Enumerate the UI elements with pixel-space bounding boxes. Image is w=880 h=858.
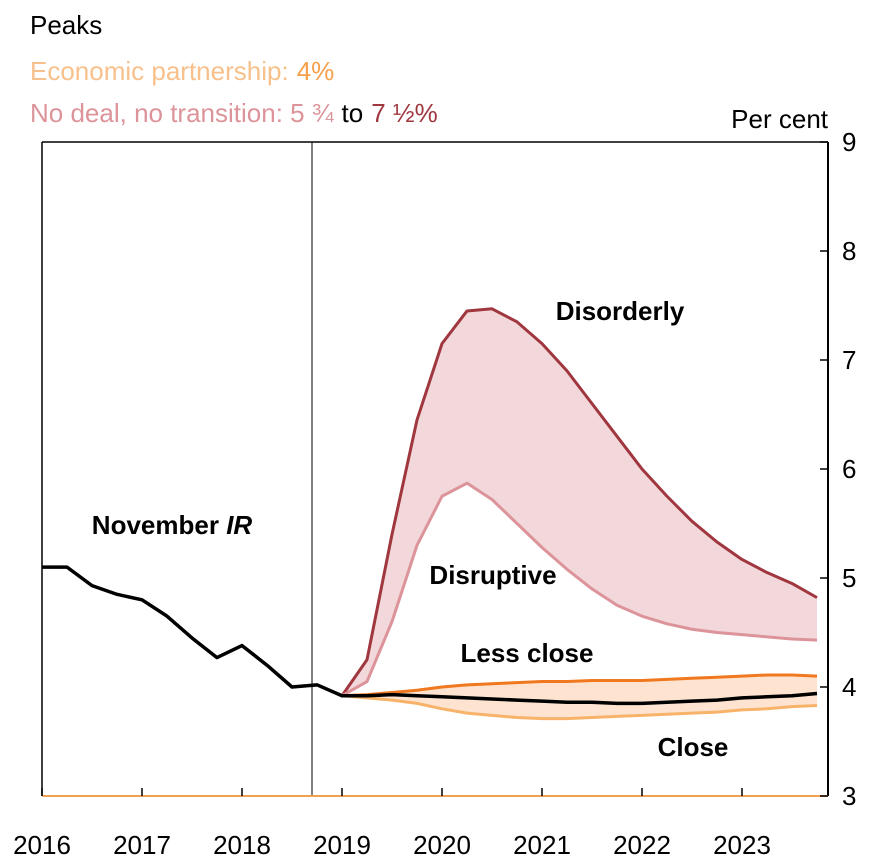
series-line bbox=[341, 673, 818, 698]
band-area bbox=[342, 308, 817, 696]
x-tick-label: 2016 bbox=[13, 830, 71, 858]
y-tick-label: 4 bbox=[842, 672, 856, 702]
subtitle: Economic partnership: 4% bbox=[30, 56, 334, 86]
y-tick-label: 7 bbox=[842, 345, 856, 375]
subtitle: No deal, no transition: 5 ¾ to 7 ½% bbox=[30, 98, 438, 128]
series-label: Disorderly bbox=[556, 296, 685, 326]
chart-title: Peaks bbox=[30, 10, 102, 40]
x-tick-label: 2022 bbox=[613, 830, 671, 858]
y-tick-label: 6 bbox=[842, 454, 856, 484]
x-tick-label: 2021 bbox=[513, 830, 571, 858]
series-label: Close bbox=[658, 732, 729, 762]
series-line bbox=[42, 565, 818, 706]
series-label: November IR bbox=[92, 510, 253, 540]
series-line bbox=[340, 307, 818, 697]
x-tick-label: 2017 bbox=[113, 830, 171, 858]
y-tick-label: 5 bbox=[842, 563, 856, 593]
y-tick-label: 3 bbox=[842, 781, 856, 811]
series-label: Less close bbox=[461, 638, 594, 668]
x-tick-label: 2019 bbox=[313, 830, 371, 858]
y-tick-label: 9 bbox=[842, 127, 856, 157]
x-tick-label: 2018 bbox=[213, 830, 271, 858]
series-line bbox=[341, 694, 818, 721]
subtitle-part: to bbox=[342, 98, 364, 128]
subtitle-part: 7 ½% bbox=[371, 98, 438, 128]
series-line bbox=[341, 481, 818, 698]
x-tick-label: 2020 bbox=[413, 830, 471, 858]
y-axis-label: Per cent bbox=[731, 104, 829, 134]
x-tick-label: 2023 bbox=[713, 830, 771, 858]
subtitle-part: Economic partnership: bbox=[30, 56, 289, 86]
subtitle-part: No deal, no transition: 5 ¾ bbox=[30, 98, 334, 128]
subtitle-part: 4% bbox=[297, 56, 335, 86]
series-label: Disruptive bbox=[429, 560, 556, 590]
y-tick-label: 8 bbox=[842, 236, 856, 266]
